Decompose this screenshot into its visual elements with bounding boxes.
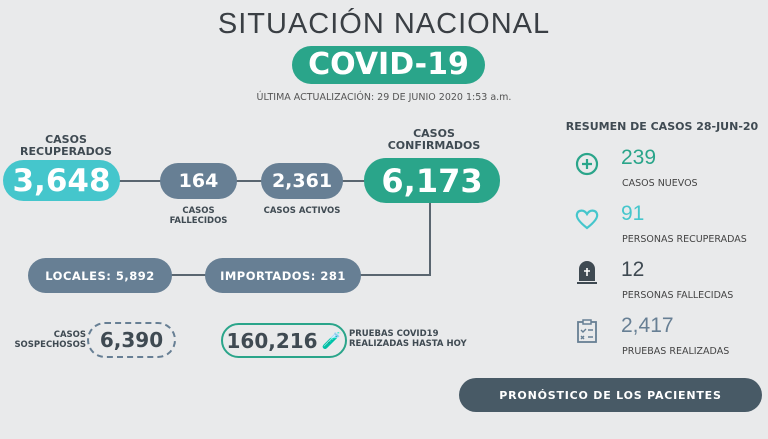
pruebas-label: PRUEBAS COVID19 REALIZADAS HASTA HOY [349,329,467,349]
recuperados-label: CASOS RECUPERADOS [20,133,112,158]
confirmados-label: CASOS CONFIRMADOS [387,127,481,152]
summary-label: PERSONAS FALLECIDAS [622,290,734,301]
fallecidos-pill: 164 [160,163,237,199]
test-tube-icon: 🧪 [321,331,342,350]
sospechosos-label: CASOS SOSPECHOSOS [14,330,86,350]
summary-value: 239 [621,146,657,169]
fallecidos-label: CASOS FALLECIDOS [169,206,228,226]
pruebas-value: 160,216 [226,328,318,353]
tombstone-icon [574,260,600,286]
connector-line [118,180,368,182]
activos-pill: 2,361 [261,163,343,199]
summary-value: 91 [621,202,645,225]
summary-title: RESUMEN DE CASOS 28-JUN-20 [565,120,759,133]
summary-value: 12 [621,258,645,281]
summary-label: CASOS NUEVOS [622,178,698,189]
summary-label: PERSONAS RECUPERADAS [622,234,747,245]
last-updated: ÚLTIMA ACTUALIZACIÓN: 29 DE JUNIO 2020 1… [256,92,512,103]
page-title: SITUACIÓN NACIONAL [217,8,551,40]
summary-value: 2,417 [621,314,674,337]
sospechosos-pill: 6,390 [87,322,176,358]
activos-label: CASOS ACTIVOS [263,206,341,216]
recuperados-pill: 3,648 [3,160,120,201]
covid-badge: COVID-19 [292,46,485,84]
clipboard-checklist-icon [574,318,600,344]
summary-label: PRUEBAS REALIZADAS [622,346,730,357]
connector-line [429,200,431,276]
heart-icon [574,206,600,232]
pronostico-button[interactable]: PRONÓSTICO DE LOS PACIENTES [459,378,762,412]
importados-pill: IMPORTADOS: 281 [205,258,361,293]
plus-circle-icon [574,151,600,177]
pruebas-pill: 160,216 🧪 [221,323,347,358]
confirmados-pill: 6,173 [364,158,500,203]
locales-pill: LOCALES: 5,892 [28,258,172,293]
